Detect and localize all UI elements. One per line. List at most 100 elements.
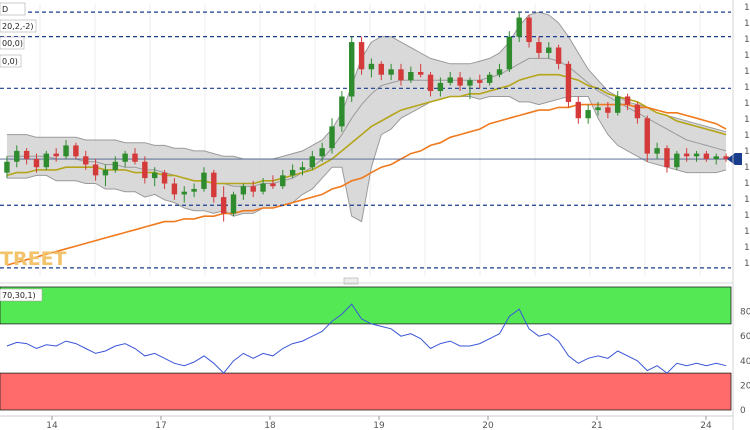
candle-body	[703, 153, 710, 160]
rsi-overbought-zone	[0, 286, 732, 325]
candle-body	[289, 169, 296, 176]
candle-body	[634, 104, 641, 119]
bollinger-lower-line	[6, 96, 727, 223]
candle-body	[398, 69, 404, 81]
rsi-panel: 80 60 40 20 0 70,30,1)	[0, 286, 750, 416]
time-axis-label: 17	[155, 421, 166, 430]
time-axis-label: 18	[264, 421, 276, 430]
candle-body	[349, 42, 355, 97]
candle-body	[496, 69, 503, 75]
time-axis-label: 14	[46, 421, 58, 430]
candle-body	[53, 153, 59, 157]
candle-body	[43, 153, 50, 168]
candle-body	[181, 191, 187, 195]
candle-body	[122, 153, 128, 162]
candle-body	[555, 47, 562, 64]
candle-body	[211, 172, 217, 198]
time-axis-label: 20	[482, 421, 494, 430]
candle-body	[33, 159, 40, 168]
candle-body	[624, 96, 631, 105]
price-axis: 1, 1, 1, 1, 1, 1, 1, 1, 1, 1, 1, 1, 1, 1, 1, 1, 1,	[744, 3, 750, 269]
time-axis: 14 17 18 19 20 21 24	[46, 416, 712, 430]
legend-box-4	[0, 54, 22, 68]
price-axis-label: 1,	[744, 51, 750, 61]
candle-body	[270, 183, 276, 187]
candle-body	[63, 145, 69, 157]
price-axis-label: 1,	[744, 67, 750, 77]
candle-body	[299, 167, 306, 170]
candle-body	[161, 172, 168, 184]
rsi-axis-label: 0	[740, 406, 746, 416]
candle-body	[644, 118, 650, 154]
price-axis-label: 1,	[744, 259, 750, 269]
price-axis-label: 1,	[744, 227, 750, 237]
candle-body	[585, 110, 591, 119]
price-axis-label: 1,	[744, 115, 750, 125]
candle-body	[447, 77, 453, 83]
candle-body	[506, 36, 513, 70]
candle-body	[477, 80, 483, 83]
price-axis-label: 1,	[744, 243, 750, 253]
candle-body	[437, 82, 444, 92]
candle-body	[664, 148, 670, 168]
candle-body	[713, 156, 719, 160]
sma-medium-line	[6, 73, 727, 185]
time-axis-label: 19	[373, 421, 385, 430]
price-axis-label: 1,	[744, 35, 750, 45]
candle-body	[595, 107, 601, 111]
rsi-oversold-zone	[0, 372, 732, 411]
candle-body	[358, 42, 365, 70]
rsi-axis-label: 60	[740, 332, 750, 342]
rsi-axis-label: 40	[740, 357, 750, 367]
legend-label-3: 00,0)	[2, 39, 23, 48]
candle-body	[4, 161, 10, 173]
time-axis-label: 24	[700, 421, 712, 430]
candle-body	[575, 101, 582, 119]
candle-body	[546, 47, 552, 53]
candle-body	[319, 148, 325, 157]
candle-body	[220, 197, 227, 214]
candle-body	[605, 107, 611, 113]
bollinger-upper-line	[6, 11, 727, 160]
candle-body	[378, 63, 384, 75]
price-axis-label: 1,	[744, 131, 750, 141]
candle-body	[83, 156, 89, 165]
legend-label-1: D	[2, 5, 8, 14]
rsi-axis-label: 20	[740, 381, 750, 391]
candle-body	[112, 161, 118, 170]
candle-body	[132, 153, 138, 162]
candle-body	[329, 126, 335, 149]
candle-body	[417, 72, 424, 75]
price-axis-label: 1,	[744, 195, 750, 205]
candle-body	[408, 72, 414, 81]
candle-body	[260, 183, 266, 192]
candle-body	[526, 17, 532, 43]
time-axis-label: 21	[591, 421, 602, 430]
candle-body	[23, 150, 30, 160]
candle-body	[142, 161, 148, 179]
candle-body	[536, 42, 542, 53]
candle-body	[73, 145, 79, 157]
price-axis-label: 1,	[744, 179, 750, 189]
candle-body	[674, 153, 680, 168]
candle-body	[457, 77, 463, 86]
candle-body	[427, 74, 434, 92]
current-price-marker-icon	[727, 153, 742, 166]
panel-splitter-handle[interactable]	[343, 277, 359, 285]
price-axis-label: 1,	[744, 83, 750, 93]
price-axis-label: 1,	[744, 211, 750, 221]
candle-body	[683, 153, 690, 157]
candle-body	[565, 63, 572, 102]
candle-body	[240, 186, 247, 195]
candle-body	[171, 183, 178, 195]
candlesticks	[4, 12, 729, 222]
candle-body	[723, 156, 729, 160]
candle-body	[486, 74, 493, 83]
candle-body	[467, 80, 473, 86]
candle-body	[516, 17, 522, 37]
horizontal-levels	[0, 11, 731, 269]
legend-label-2: 20,2,-2)	[2, 22, 33, 31]
candle-body	[368, 63, 375, 70]
candle-body	[693, 153, 700, 157]
